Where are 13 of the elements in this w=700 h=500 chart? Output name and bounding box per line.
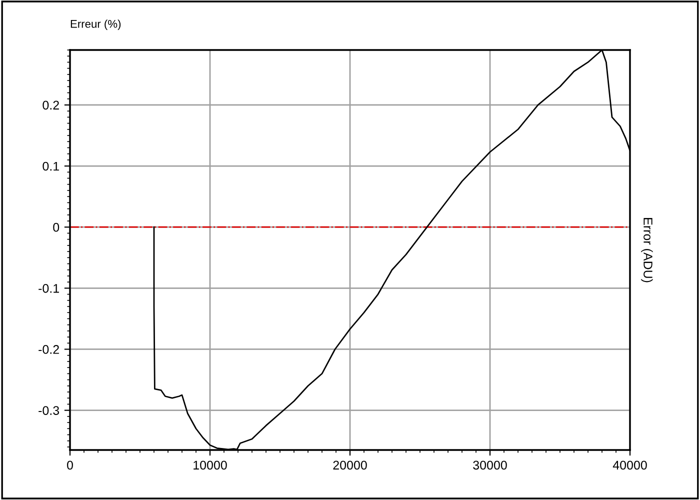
y-tick-label: 0.2: [42, 100, 59, 110]
x-tick-label: 30000: [473, 460, 507, 470]
y-tick-label: 0: [53, 222, 60, 232]
y-axis-title: Erreur (%): [70, 20, 121, 30]
y-tick-label: -0.2: [38, 345, 59, 354]
x-tick-label: 0: [67, 460, 73, 470]
x-tick-label: 10000: [194, 460, 227, 470]
y2-axis-title: Error (ADU): [641, 218, 653, 282]
y-tick-label: -0.3: [38, 406, 60, 415]
y-tick-label: 0.1: [42, 162, 59, 171]
x-tick-label: 40000: [612, 460, 647, 470]
y-tick-label: -0.1: [38, 284, 59, 293]
x-tick-label: 20000: [333, 460, 367, 470]
